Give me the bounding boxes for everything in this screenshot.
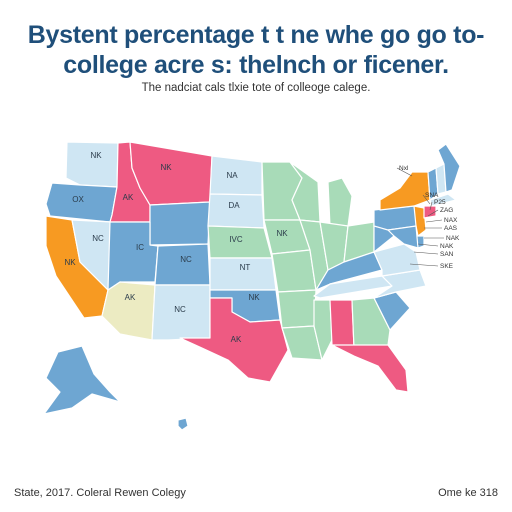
callout-label: SKE	[440, 263, 454, 270]
state-hi[interactable]	[177, 417, 189, 431]
footer-note: Ome ke 318	[438, 487, 498, 499]
callout-leader-line	[429, 201, 433, 211]
state-label-wa: NK	[90, 151, 102, 160]
state-va[interactable]	[373, 243, 421, 277]
state-ar[interactable]	[277, 289, 317, 329]
state-label-tx: AK	[231, 335, 242, 344]
callout-leader-line	[409, 263, 439, 267]
state-me[interactable]	[437, 143, 461, 193]
map-title: Bystent percentage t t ne whe go go to- …	[0, 20, 512, 80]
state-label-az: AK	[125, 293, 136, 302]
state-label-sd: DA	[228, 201, 240, 210]
state-label-ne: IVC	[229, 235, 243, 244]
callout-leader-line	[396, 167, 413, 177]
state-label-id: AK	[123, 193, 134, 202]
state-ga[interactable]	[351, 297, 391, 349]
state-label-nv: NC	[92, 234, 104, 243]
callout-leader-line	[417, 243, 439, 247]
state-az[interactable]	[101, 281, 156, 341]
state-label-or: OX	[72, 195, 84, 204]
callout-leader-line	[422, 194, 431, 205]
state-label-ks: NT	[240, 263, 251, 272]
callout-label: SAN	[440, 251, 454, 258]
state-label-mt: NK	[160, 163, 172, 172]
state-label-ca: NK	[64, 258, 76, 267]
state-label-ut: IC	[136, 243, 144, 252]
state-mo[interactable]	[271, 249, 317, 293]
map-title-line-1: Bystent percentage t t ne whe go go to-	[27, 21, 485, 49]
state-labels-layer: NK OX NK NC AK NK IC NC AK NC NA DA IVC NT NK AK NK	[64, 151, 288, 344]
callout-label: Nxl	[399, 165, 409, 172]
callout-label: NAK	[446, 235, 460, 242]
state-label-nd: NA	[226, 171, 238, 180]
state-label-ok: NK	[248, 293, 260, 302]
state-fl[interactable]	[331, 344, 409, 393]
state-ak[interactable]	[43, 345, 121, 415]
state-wa[interactable]	[65, 141, 119, 188]
state-al[interactable]	[329, 299, 355, 349]
state-ut[interactable]	[107, 221, 159, 291]
state-label-nm: NC	[174, 305, 186, 314]
callout-label: SNA	[425, 192, 439, 199]
callout-label: NAK	[440, 243, 454, 250]
state-label-ia: NK	[276, 229, 288, 238]
state-ms[interactable]	[313, 299, 333, 361]
state-co[interactable]	[154, 243, 211, 286]
source-note: State, 2017. Coleral Rewen Colegy	[14, 487, 186, 499]
state-label-co: NC	[180, 255, 192, 264]
map-title-line-2: college acre s: thelnch or ficener.	[63, 51, 449, 79]
state-tx[interactable]	[179, 297, 289, 383]
state-sd[interactable]	[207, 193, 265, 229]
callout-leader-line	[413, 251, 439, 255]
callout-label: AAS	[444, 225, 458, 232]
states-layer	[43, 141, 461, 431]
callout-leader-line	[427, 209, 439, 217]
callout-label: ZAG	[440, 207, 453, 214]
map-subtitle: The nadciat cals tlxie tote of colleoge …	[141, 82, 371, 94]
callout-label: P25	[434, 199, 446, 206]
callout-label: NAX	[444, 217, 458, 224]
state-md[interactable]	[387, 225, 419, 249]
state-mi[interactable]	[327, 177, 353, 227]
state-ct[interactable]	[423, 205, 437, 219]
callout-leader-line	[425, 219, 443, 223]
state-nj[interactable]	[413, 205, 427, 237]
state-ny[interactable]	[379, 171, 431, 211]
state-wy[interactable]	[149, 201, 211, 246]
